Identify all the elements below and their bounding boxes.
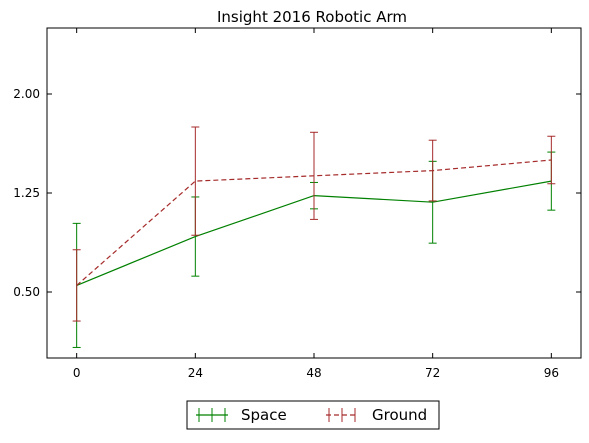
- series-line-ground: [76, 159, 552, 286]
- x-tick-label: 96: [544, 366, 559, 380]
- x-tick-label: 24: [188, 366, 203, 380]
- series-layer: [72, 126, 556, 348]
- legend: Space Ground: [186, 400, 440, 430]
- y-tick-label: 2.00: [13, 87, 40, 101]
- x-tick-label: 0: [73, 366, 81, 380]
- legend-label-ground: Ground: [372, 406, 427, 424]
- legend-box: [186, 400, 440, 430]
- y-tick-label: 1.25: [13, 186, 40, 200]
- axes: 0 24 48 72 96 0.50 1.25 2.00: [13, 27, 582, 380]
- x-tick-label: 72: [425, 366, 440, 380]
- legend-label-space: Space: [241, 406, 287, 424]
- y-tick-label: 0.50: [13, 285, 40, 299]
- x-tick-label: 48: [306, 366, 321, 380]
- chart-title: Insight 2016 Robotic Arm: [217, 8, 407, 26]
- series-ground: [72, 126, 556, 322]
